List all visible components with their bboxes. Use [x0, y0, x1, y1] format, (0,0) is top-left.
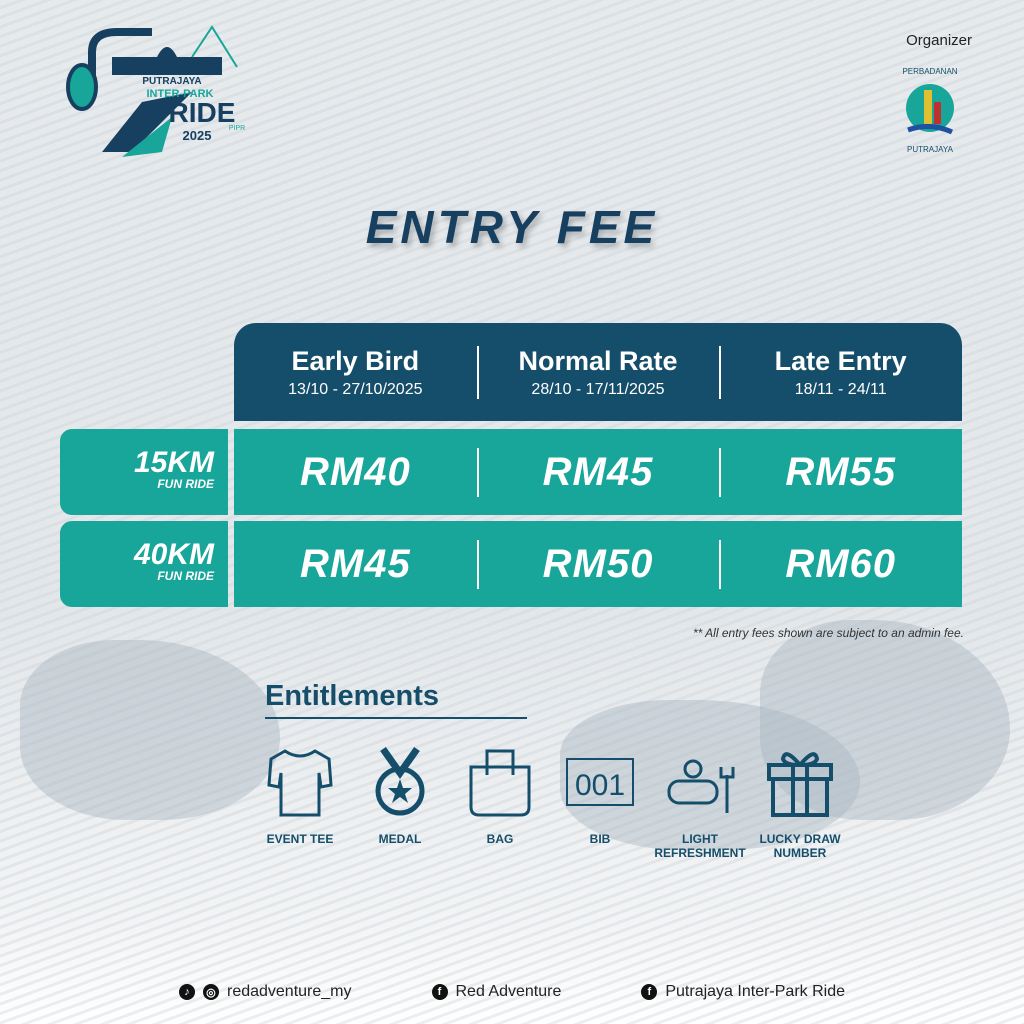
- entitlement-item: MEDAL: [350, 745, 450, 860]
- row-label: 40KM FUN RIDE: [60, 521, 228, 607]
- entitlements-list: EVENT TEE MEDAL BAG 001 BIB LIGHT REFRES…: [250, 745, 850, 860]
- fee-row-15km: 15KM FUN RIDE RM40 RM45 RM55: [60, 429, 962, 515]
- entitlement-item: LIGHT REFRESHMENT: [650, 745, 750, 860]
- admin-fee-note: ** All entry fees shown are subject to a…: [692, 626, 964, 640]
- column-late-entry: Late Entry 18/11 - 24/11: [719, 345, 962, 399]
- price-cell: RM40: [299, 449, 411, 494]
- footer-facebook-red-adventure[interactable]: f Red Adventure: [431, 983, 562, 1001]
- column-normal-rate: Normal Rate 28/10 - 17/11/2025: [476, 345, 720, 399]
- svg-text:PERBADANAN: PERBADANAN: [902, 67, 957, 76]
- svg-text:INTER-PARK: INTER-PARK: [146, 88, 213, 100]
- entitlement-item: 001 BIB: [550, 745, 650, 860]
- entitlement-item: BAG: [450, 745, 550, 860]
- bg-splash: [560, 700, 860, 850]
- bib-icon: 001: [566, 758, 634, 806]
- footer-facebook-pipr[interactable]: f Putrajaya Inter-Park Ride: [641, 983, 845, 1001]
- event-logo: PUTRAJAYA INTER-PARK RIDE 2025 PIPR: [66, 25, 245, 157]
- price-cell: RM60: [719, 539, 962, 589]
- instagram-icon: ◎: [202, 984, 219, 1000]
- footer: ♪ ◎ redadventure_my f Red Adventure f Putraj…: [0, 983, 1024, 1001]
- footer-handle: redadventure_my: [226, 983, 352, 1000]
- facebook-icon: f: [431, 984, 448, 1000]
- facebook-icon: f: [641, 984, 658, 1000]
- organizer-logo: PERBADANAN PUTRAJAYA: [902, 67, 957, 154]
- entitlement-item: EVENT TEE: [250, 745, 350, 860]
- tiktok-icon: ♪: [178, 984, 195, 1000]
- medal-icon: [375, 746, 425, 816]
- svg-text:RIDE: RIDE: [169, 97, 236, 128]
- svg-text:PUTRAJAYA: PUTRAJAYA: [142, 76, 201, 87]
- svg-text:PIPR: PIPR: [229, 125, 245, 132]
- price-cell: RM50: [476, 539, 720, 589]
- svg-text:001: 001: [575, 769, 625, 802]
- fee-row-40km: 40KM FUN RIDE RM45 RM50 RM60: [60, 521, 962, 607]
- row-label: 15KM FUN RIDE: [60, 429, 228, 515]
- fee-table-header: Early Bird 13/10 - 27/10/2025 Normal Rate…: [234, 323, 962, 421]
- page-title: ENTRY FEE: [365, 201, 659, 253]
- column-early-bird: Early Bird 13/10 - 27/10/2025: [288, 345, 423, 398]
- price-cell: RM45: [299, 541, 411, 586]
- bg-splash: [760, 620, 1010, 820]
- bg-splash: [20, 640, 280, 820]
- svg-text:2025: 2025: [183, 128, 212, 143]
- organizer-label: Organizer: [906, 32, 972, 49]
- svg-text:PUTRAJAYA: PUTRAJAYA: [907, 145, 954, 154]
- price-cell: RM55: [719, 447, 962, 497]
- refreshment-icon: [667, 759, 735, 813]
- footer-social-tiktok-instagram[interactable]: ♪ ◎ redadventure_my: [178, 983, 352, 1001]
- entitlement-item: LUCKY DRAW NUMBER: [750, 745, 850, 860]
- gift-icon: [767, 752, 833, 817]
- footer-page-name: Putrajaya Inter-Park Ride: [665, 983, 845, 1000]
- price-cell: RM45: [476, 447, 720, 497]
- entitlements-heading: Entitlements: [265, 680, 527, 719]
- footer-page-name: Red Adventure: [455, 983, 562, 1000]
- tshirt-icon: [267, 749, 333, 817]
- bag-icon: [469, 749, 531, 817]
